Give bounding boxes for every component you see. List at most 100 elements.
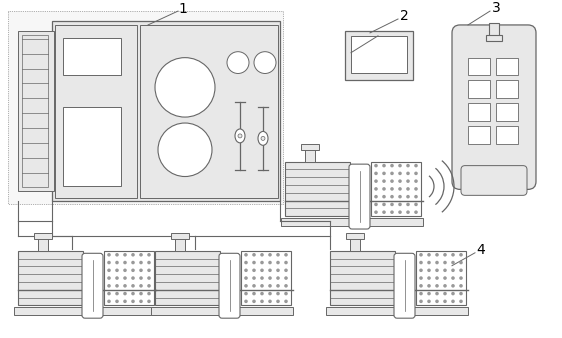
Circle shape	[427, 299, 431, 303]
Circle shape	[115, 253, 119, 257]
Circle shape	[459, 299, 463, 303]
Circle shape	[406, 172, 410, 175]
Circle shape	[443, 261, 447, 264]
Text: 2: 2	[400, 9, 409, 23]
Circle shape	[443, 292, 447, 295]
Bar	[351, 36, 407, 73]
Circle shape	[139, 276, 143, 280]
Circle shape	[414, 179, 418, 183]
Circle shape	[284, 284, 288, 288]
Circle shape	[435, 284, 439, 288]
Circle shape	[398, 172, 402, 175]
Bar	[104, 251, 154, 305]
Circle shape	[459, 284, 463, 288]
Bar	[305, 148, 315, 162]
Bar	[468, 103, 490, 121]
Circle shape	[374, 203, 378, 206]
Circle shape	[139, 268, 143, 272]
Circle shape	[131, 284, 135, 288]
Circle shape	[107, 299, 111, 303]
Circle shape	[414, 210, 418, 214]
Circle shape	[443, 299, 447, 303]
Circle shape	[268, 284, 272, 288]
Circle shape	[382, 179, 386, 183]
Circle shape	[435, 261, 439, 264]
Bar	[489, 23, 499, 39]
Circle shape	[427, 276, 431, 280]
Circle shape	[107, 253, 111, 257]
Ellipse shape	[258, 131, 268, 145]
Circle shape	[147, 276, 151, 280]
Circle shape	[276, 276, 280, 280]
Circle shape	[147, 261, 151, 264]
Circle shape	[398, 164, 402, 167]
Bar	[468, 58, 490, 75]
Circle shape	[390, 164, 394, 167]
FancyBboxPatch shape	[394, 253, 415, 318]
Circle shape	[284, 268, 288, 272]
Circle shape	[244, 299, 248, 303]
Circle shape	[147, 268, 151, 272]
Circle shape	[131, 268, 135, 272]
Circle shape	[443, 276, 447, 280]
Circle shape	[284, 253, 288, 257]
Circle shape	[443, 253, 447, 257]
Circle shape	[244, 253, 248, 257]
Circle shape	[382, 187, 386, 191]
Circle shape	[419, 284, 423, 288]
Circle shape	[451, 261, 455, 264]
Circle shape	[406, 203, 410, 206]
Circle shape	[115, 292, 119, 295]
Circle shape	[382, 195, 386, 198]
Bar	[301, 144, 319, 150]
Circle shape	[382, 210, 386, 214]
Circle shape	[139, 284, 143, 288]
Circle shape	[107, 261, 111, 264]
Bar	[416, 251, 466, 305]
Circle shape	[419, 268, 423, 272]
Circle shape	[382, 172, 386, 175]
Circle shape	[435, 276, 439, 280]
Bar	[496, 103, 518, 121]
Bar	[468, 80, 490, 98]
Circle shape	[276, 284, 280, 288]
Bar	[38, 237, 48, 251]
Text: 4: 4	[477, 243, 486, 257]
FancyBboxPatch shape	[349, 164, 370, 229]
Circle shape	[443, 284, 447, 288]
FancyBboxPatch shape	[219, 253, 240, 318]
Circle shape	[451, 253, 455, 257]
Bar	[330, 251, 395, 305]
Bar	[55, 25, 137, 198]
Text: 1: 1	[179, 2, 188, 16]
Circle shape	[139, 292, 143, 295]
Circle shape	[254, 52, 276, 73]
Circle shape	[252, 261, 256, 264]
Circle shape	[244, 284, 248, 288]
Circle shape	[414, 195, 418, 198]
Circle shape	[252, 284, 256, 288]
Circle shape	[268, 261, 272, 264]
Circle shape	[414, 187, 418, 191]
Circle shape	[115, 284, 119, 288]
Circle shape	[382, 203, 386, 206]
Bar	[486, 35, 502, 41]
Circle shape	[227, 52, 249, 73]
Bar	[14, 307, 156, 315]
Circle shape	[406, 179, 410, 183]
Bar	[346, 233, 364, 239]
Circle shape	[147, 284, 151, 288]
Circle shape	[435, 253, 439, 257]
Circle shape	[374, 195, 378, 198]
Circle shape	[115, 268, 119, 272]
Bar	[34, 233, 52, 239]
Bar	[18, 251, 83, 305]
Circle shape	[139, 253, 143, 257]
Circle shape	[147, 299, 151, 303]
Circle shape	[459, 261, 463, 264]
Bar	[52, 21, 280, 201]
Bar	[241, 251, 291, 305]
Circle shape	[268, 268, 272, 272]
Circle shape	[459, 253, 463, 257]
Circle shape	[398, 203, 402, 206]
